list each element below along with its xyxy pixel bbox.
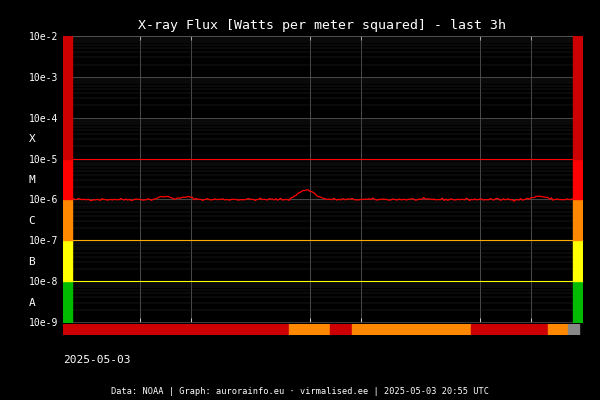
Bar bbox=[352, 324, 472, 335]
Title: X-ray Flux [Watts per meter squared] - last 3h: X-ray Flux [Watts per meter squared] - l… bbox=[139, 19, 506, 32]
Text: B: B bbox=[28, 257, 35, 267]
Text: Data: NOAA | Graph: aurorainfo.eu · virmalised.ee | 2025-05-03 20:55 UTC: Data: NOAA | Graph: aurorainfo.eu · virm… bbox=[111, 387, 489, 396]
Text: C: C bbox=[28, 216, 35, 226]
Text: X: X bbox=[28, 134, 35, 144]
Text: 2025-05-03: 2025-05-03 bbox=[63, 355, 131, 365]
Text: M: M bbox=[28, 175, 35, 185]
Bar bbox=[289, 324, 330, 335]
Text: A: A bbox=[28, 298, 35, 308]
Bar bbox=[472, 324, 548, 335]
Bar bbox=[330, 324, 352, 335]
Bar bbox=[548, 324, 568, 335]
Bar bbox=[568, 324, 578, 335]
Bar bbox=[63, 324, 289, 335]
